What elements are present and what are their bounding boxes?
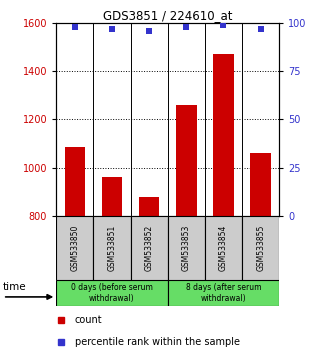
Text: 8 days (after serum
withdrawal): 8 days (after serum withdrawal): [186, 283, 261, 303]
Text: time: time: [3, 282, 26, 292]
Bar: [213, 55, 234, 354]
Bar: [139, 197, 159, 354]
Bar: [102, 177, 122, 354]
Text: GSM533853: GSM533853: [182, 224, 191, 271]
Title: GDS3851 / 224610_at: GDS3851 / 224610_at: [103, 9, 232, 22]
Bar: [176, 105, 196, 354]
Text: count: count: [74, 315, 102, 325]
Text: GSM533854: GSM533854: [219, 224, 228, 271]
Bar: [168, 280, 279, 306]
Text: GSM533851: GSM533851: [108, 225, 117, 271]
Text: GSM533850: GSM533850: [70, 224, 79, 271]
Text: 0 days (before serum
withdrawal): 0 days (before serum withdrawal): [71, 283, 153, 303]
Bar: [56, 280, 168, 306]
Bar: [65, 147, 85, 354]
Text: GSM533855: GSM533855: [256, 224, 265, 271]
Bar: [168, 216, 205, 280]
Bar: [242, 216, 279, 280]
Text: GSM533852: GSM533852: [145, 225, 154, 271]
Bar: [205, 216, 242, 280]
Bar: [56, 216, 93, 280]
Bar: [131, 216, 168, 280]
Bar: [250, 153, 271, 354]
Bar: [93, 216, 131, 280]
Text: percentile rank within the sample: percentile rank within the sample: [74, 337, 239, 347]
